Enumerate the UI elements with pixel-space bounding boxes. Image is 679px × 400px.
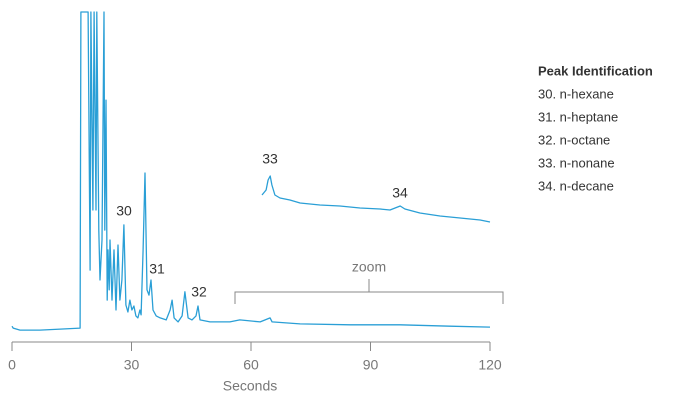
x-tick-label: 120 [478, 357, 502, 373]
zoom-bracket [234, 279, 504, 304]
peak-label: 31 [149, 261, 165, 277]
x-tick-label: 60 [243, 357, 259, 373]
peak-item: 30. n-hexane [538, 86, 614, 101]
peak-label: 34 [392, 185, 408, 201]
x-tick-label: 0 [8, 357, 16, 373]
peak-item: 31. n-heptane [538, 109, 618, 124]
peak-item: 33. n-nonane [538, 155, 615, 170]
peak-item: 32. n-octane [538, 132, 610, 147]
x-tick-label: 30 [124, 357, 140, 373]
peak-label: 32 [191, 284, 207, 300]
zoom-label: zoom [352, 259, 386, 275]
peak-item: 34. n-decane [538, 178, 614, 193]
signal-trace [11, 11, 491, 331]
legend-title: Peak Identification [538, 63, 653, 78]
signal-trace [261, 175, 491, 223]
x-tick-label: 90 [363, 357, 379, 373]
x-axis-label: Seconds [223, 378, 277, 394]
peak-label: 33 [262, 151, 278, 167]
peak-list: 30. n-hexane 31. n-heptane 32. n-octane 33.… [538, 86, 618, 193]
peak-label: 30 [116, 203, 132, 219]
